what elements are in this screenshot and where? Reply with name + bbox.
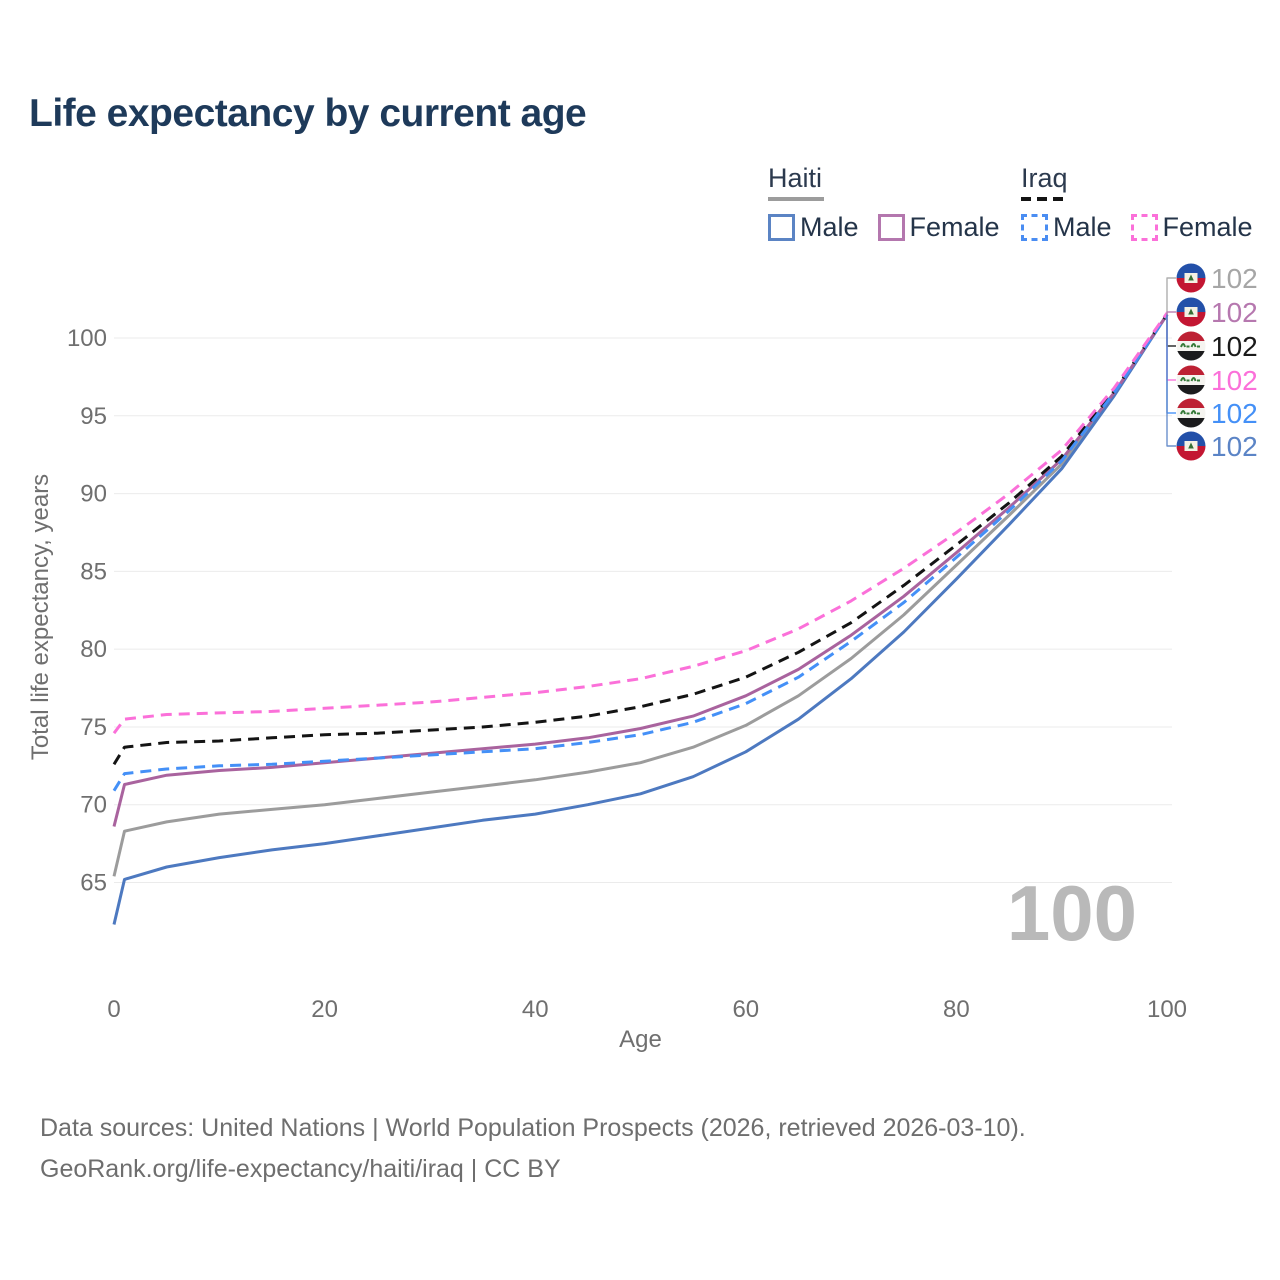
legend-label-iraq-female: Female [1162, 212, 1253, 242]
legend-label-iraq-male: Male [1053, 212, 1112, 242]
y-tick-label-75: 75 [80, 714, 107, 741]
haiti-flag-icon [1176, 431, 1206, 461]
legend-haiti-line-swatch [768, 197, 824, 201]
x-axis-title: Age [619, 1026, 662, 1053]
legend-label-haiti-female: Female [909, 212, 1000, 242]
legend-header-iraq[interactable]: Iraq [1021, 163, 1068, 193]
x-tick-label-20: 20 [311, 996, 338, 1023]
series-line-haiti-total[interactable] [112, 313, 1169, 877]
haiti-female-swatch-icon [877, 214, 905, 241]
leader-line-haiti-female [1166, 311, 1176, 315]
haiti-flag-icon [1176, 297, 1206, 327]
y-tick-label-100: 100 [67, 325, 107, 352]
legend-row-haiti: Male Female [768, 212, 1000, 243]
y-tick-label-85: 85 [80, 558, 107, 585]
x-tick-label-80: 80 [943, 996, 970, 1023]
end-value-label-haiti-total: 102 [1211, 263, 1258, 294]
series-line-iraq-male[interactable] [112, 313, 1169, 792]
x-tick-label-60: 60 [732, 996, 759, 1023]
series-line-haiti-female[interactable] [112, 313, 1169, 827]
y-axis-title: Total life expectancy, years [27, 474, 54, 760]
leader-line-iraq-male [1166, 314, 1176, 414]
legend-item-iraq-female[interactable]: Female [1130, 212, 1253, 243]
leader-line-iraq-female [1166, 314, 1176, 381]
haiti-male-swatch-icon [768, 214, 795, 241]
end-value-label-iraq-male: 102 [1211, 398, 1258, 429]
data-sources-text: Data sources: United Nations | World Pop… [40, 1114, 1026, 1142]
legend-label-haiti-male: Male [800, 212, 859, 242]
end-value-label-haiti-male: 102 [1211, 431, 1258, 462]
leader-line-haiti-male [1166, 314, 1176, 447]
iraq-flag-icon [1176, 398, 1206, 428]
end-value-label-iraq-total: 102 [1211, 331, 1258, 362]
attribution-text: GeoRank.org/life-expectancy/haiti/iraq |… [40, 1155, 561, 1183]
iraq-female-swatch-icon [1130, 214, 1158, 241]
iraq-flag-icon [1176, 331, 1206, 361]
x-tick-label-40: 40 [522, 996, 549, 1023]
y-tick-label-70: 70 [80, 792, 107, 819]
age-counter-watermark: 100 [1006, 869, 1137, 957]
iraq-male-swatch-icon [1021, 214, 1048, 241]
leader-line-iraq-total [1166, 314, 1176, 347]
legend-item-haiti-male[interactable]: Male [768, 212, 859, 243]
legend-header-haiti[interactable]: Haiti [768, 163, 823, 193]
legend-row-iraq: Male Female [1021, 212, 1253, 243]
legend-group-iraq: Iraq Male Female [1021, 163, 1253, 243]
y-tick-label-90: 90 [80, 481, 107, 508]
legend-item-haiti-female[interactable]: Female [877, 212, 1000, 243]
end-value-label-haiti-female: 102 [1211, 297, 1258, 328]
y-tick-label-65: 65 [80, 870, 107, 897]
legend-item-iraq-male[interactable]: Male [1021, 212, 1112, 243]
y-tick-label-80: 80 [80, 636, 107, 663]
legend-group-haiti: Haiti Male Female [768, 163, 1000, 243]
haiti-flag-icon [1176, 263, 1206, 293]
y-tick-label-95: 95 [80, 403, 107, 430]
iraq-flag-icon [1176, 365, 1206, 395]
x-tick-label-100: 100 [1147, 996, 1187, 1023]
series-line-iraq-total[interactable] [112, 313, 1169, 766]
page-title: Life expectancy by current age [29, 92, 587, 135]
series-line-iraq-female[interactable] [112, 312, 1169, 735]
footer: Data sources: United Nations | World Pop… [40, 1108, 1026, 1190]
leader-line-haiti-total [1166, 277, 1176, 315]
series-line-haiti-male[interactable] [112, 313, 1169, 925]
end-value-label-iraq-female: 102 [1211, 365, 1258, 396]
x-tick-label-0: 0 [107, 996, 120, 1023]
legend-iraq-line-swatch [1021, 197, 1069, 201]
